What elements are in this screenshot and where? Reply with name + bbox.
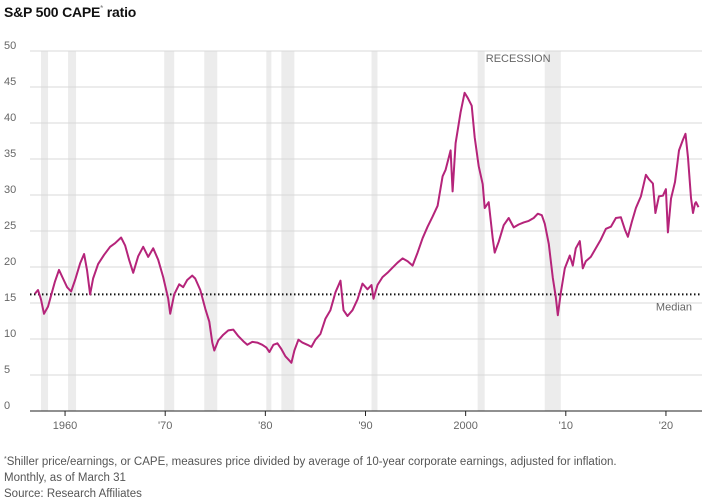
chart-title-text: S&P 500 CAPE: [4, 4, 101, 20]
y-tick-label-20: 20: [4, 256, 16, 268]
x-axis-ticks: 1960 '70 '80 '90 2000 '10 '20: [53, 411, 673, 432]
x-tick-label-2010: '10: [559, 420, 573, 432]
recession-label: RECESSION: [486, 53, 551, 65]
x-tick-label-2000: 2000: [453, 420, 477, 432]
cape-series-line: [34, 91, 700, 364]
y-tick-label-15: 15: [4, 292, 16, 304]
y-tick-label-40: 40: [4, 112, 16, 124]
y-tick-label-5: 5: [4, 364, 10, 376]
chart-title-marker: *: [100, 4, 104, 13]
chart-title-suffix: ratio: [103, 4, 137, 20]
footnote-line-1: *Shiller price/earnings, or CAPE, measur…: [4, 452, 617, 470]
footnote-marker: *: [4, 456, 7, 463]
x-tick-label-1970: '70: [158, 420, 172, 432]
gridlines: [30, 50, 702, 376]
chart-title: S&P 500 CAPE* ratio: [4, 4, 136, 20]
footnote-text: Shiller price/earnings, or CAPE, measure…: [6, 456, 617, 468]
y-tick-label-25: 25: [4, 220, 16, 232]
y-tick-label-0: 0: [4, 400, 10, 412]
y-tick-label-10: 10: [4, 328, 16, 340]
y-tick-label-35: 35: [4, 148, 16, 160]
y-axis-ticks: 0 5 10 15 20 25 30 35 40 45 50: [4, 40, 16, 412]
median-label: Median: [656, 301, 692, 313]
cape-line-chart: 0 5 10 15 20 25 30 35 40 45 50 1960 '70 '80 '90 2000 '1…: [4, 40, 702, 432]
x-tick-label-2020: '20: [659, 420, 673, 432]
x-tick-label-1990: '90: [358, 420, 372, 432]
y-tick-label-50: 50: [4, 40, 16, 52]
footnote-line-2: Monthly, as of March 31: [4, 472, 126, 484]
y-tick-label-45: 45: [4, 76, 16, 88]
footnote: *Shiller price/earnings, or CAPE, measur…: [4, 452, 617, 502]
x-tick-label-1960: 1960: [53, 420, 77, 432]
x-tick-label-1980: '80: [258, 420, 272, 432]
source-line: Source: Research Affiliates: [4, 488, 142, 500]
y-tick-label-30: 30: [4, 184, 16, 196]
